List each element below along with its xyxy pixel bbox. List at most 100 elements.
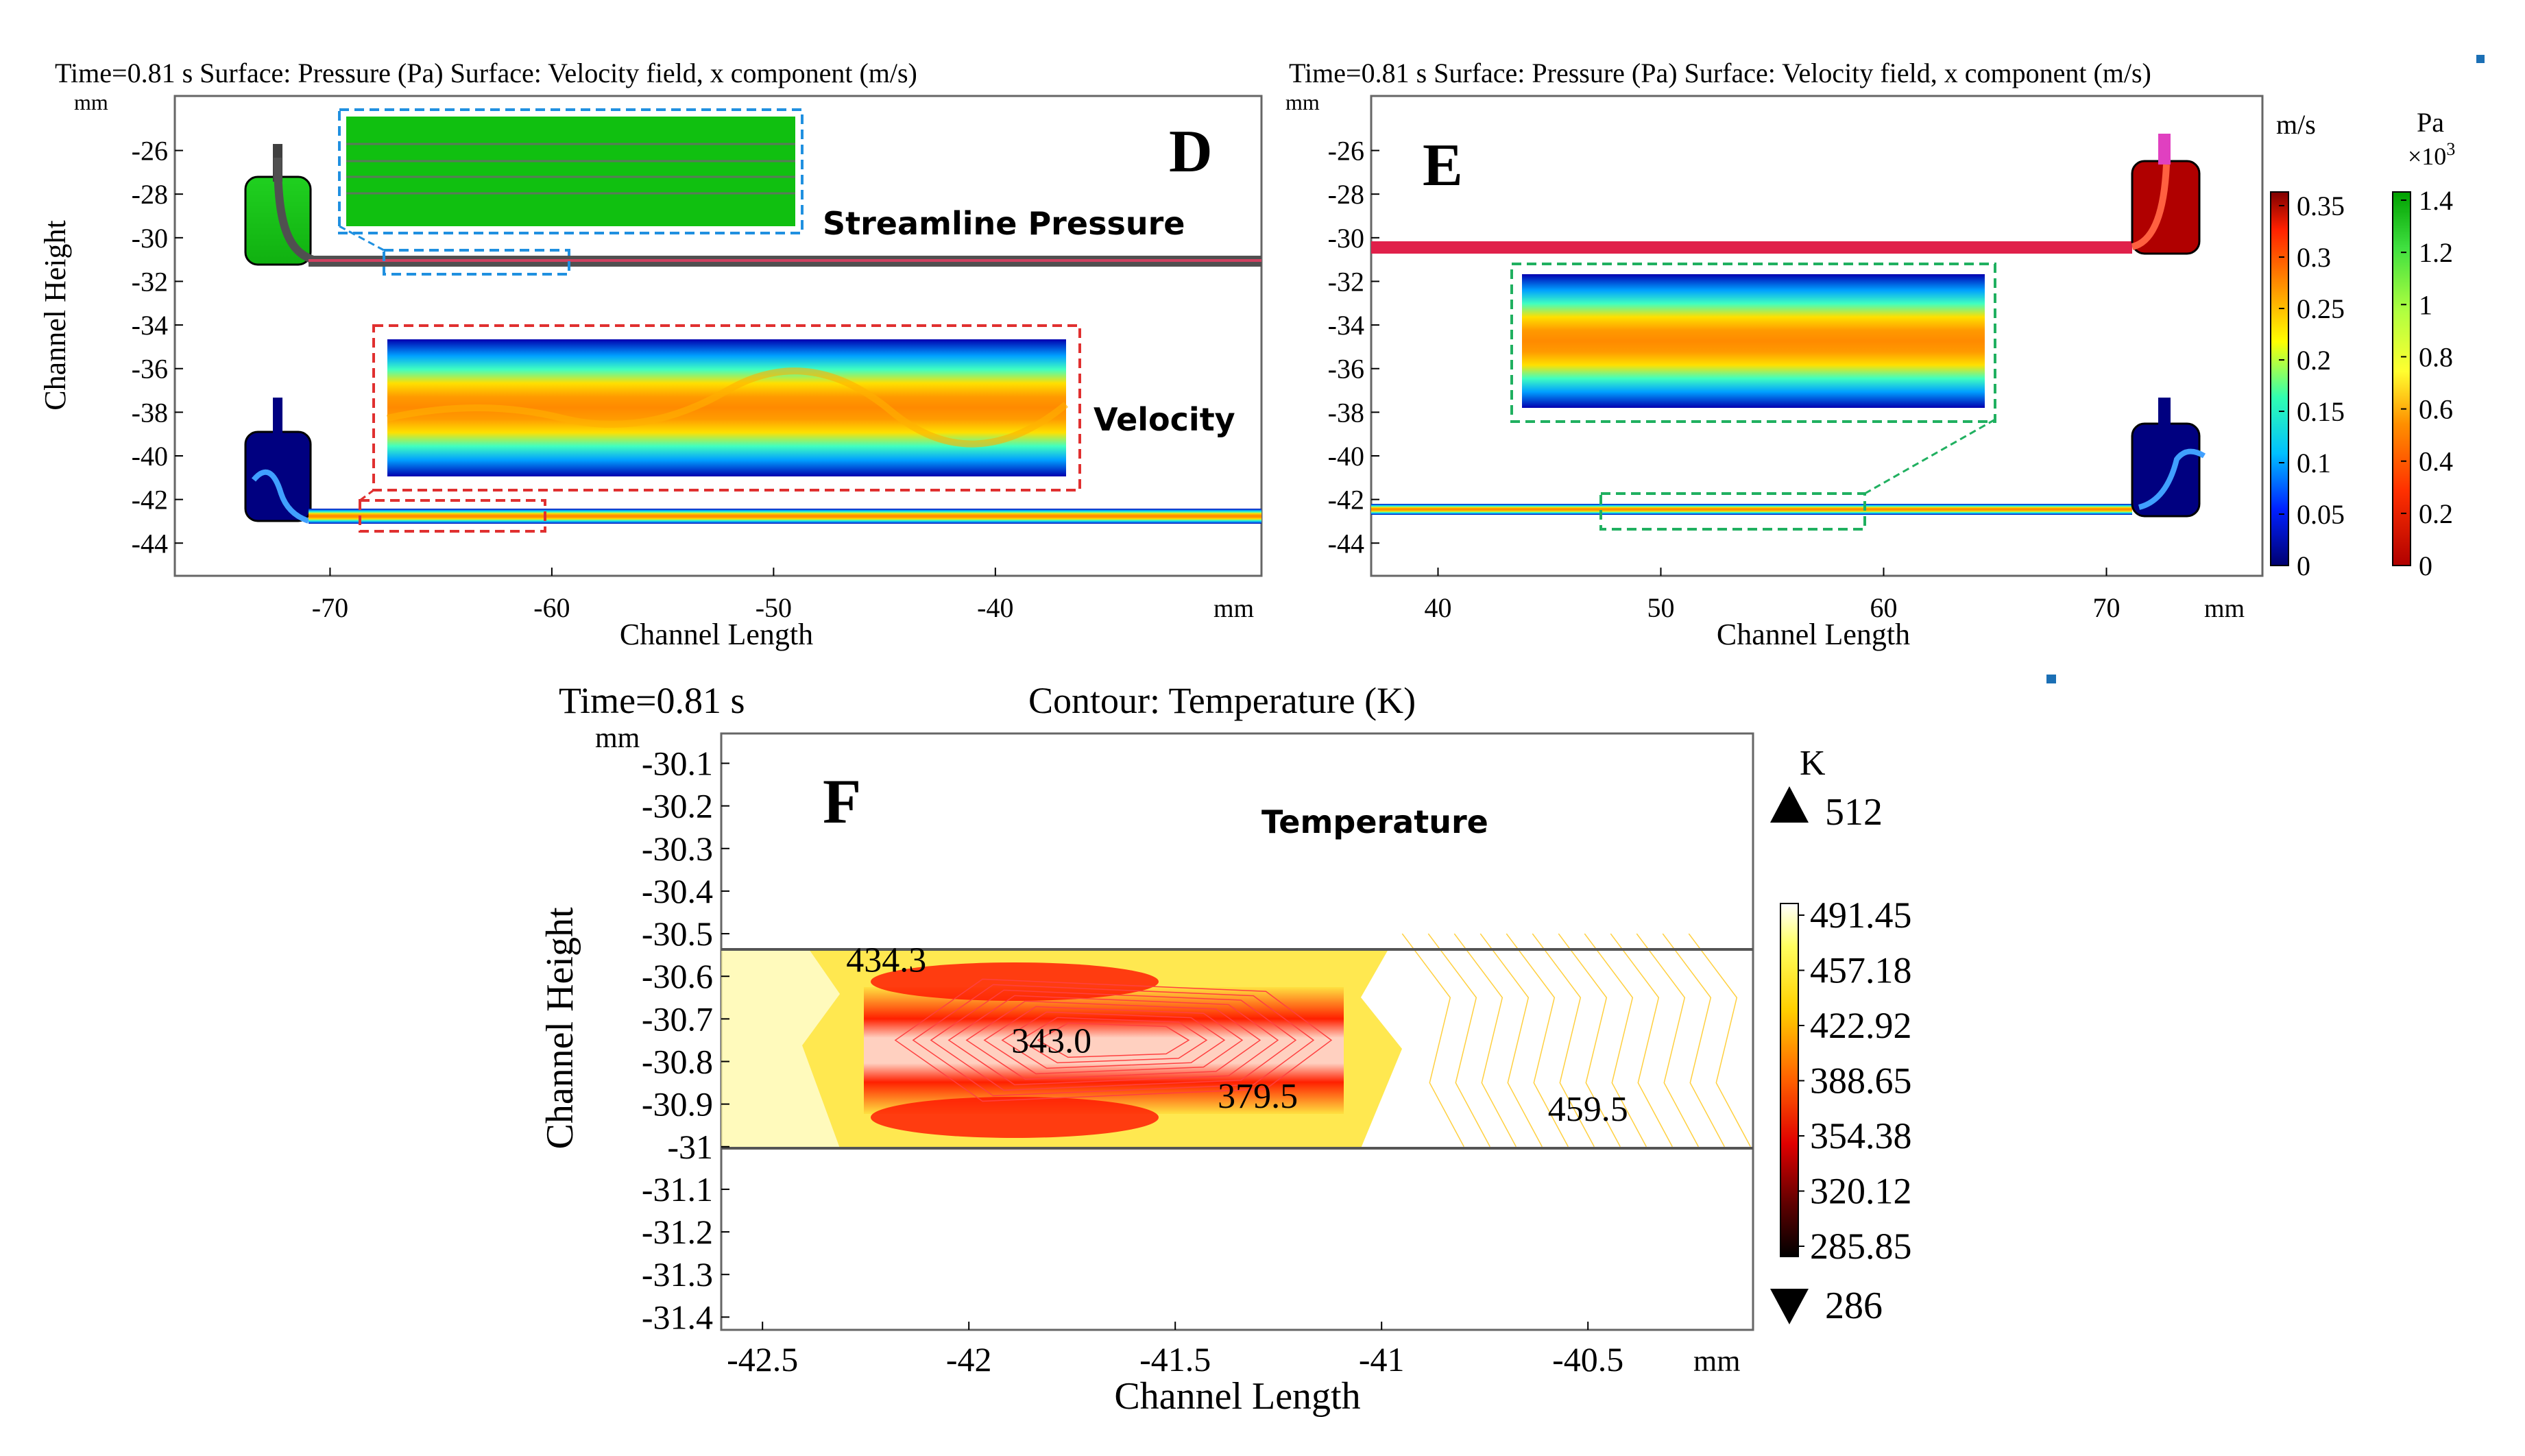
panel-d-y-unit: mm bbox=[74, 90, 108, 114]
contour-line bbox=[1688, 933, 1751, 1148]
y-tick-label: -36 bbox=[1328, 354, 1364, 385]
y-tick-label: -30.8 bbox=[642, 1043, 713, 1081]
x-tick-label: 40 bbox=[1425, 592, 1452, 623]
y-tick-label: -30.7 bbox=[642, 999, 713, 1038]
colorbar-tick-label: 0.35 bbox=[2297, 191, 2345, 221]
temperature-colorbar-unit: K bbox=[1800, 744, 1826, 783]
corner-marker bbox=[2476, 55, 2485, 63]
panel-d-pressure-streamlines bbox=[346, 143, 795, 195]
y-tick-label: -31.4 bbox=[642, 1298, 713, 1336]
panel-f-title: Contour: Temperature (K) bbox=[1028, 680, 1416, 721]
panel-d-pressure-channel-core bbox=[309, 259, 1261, 262]
y-tick-label: -42 bbox=[132, 485, 168, 515]
x-tick-label: -70 bbox=[312, 592, 348, 623]
colorbar-tick-label: 1.2 bbox=[2419, 237, 2453, 268]
y-tick-label: -26 bbox=[1328, 136, 1364, 167]
contour-line bbox=[1037, 1022, 1190, 1058]
y-tick-label: -28 bbox=[1328, 179, 1364, 210]
panel-d-pressure-inset bbox=[346, 117, 795, 226]
contour-line bbox=[965, 1000, 1261, 1080]
contour-line bbox=[1662, 933, 1725, 1148]
contour-label: 379.5 bbox=[1218, 1077, 1298, 1116]
panel-d-letter: D bbox=[1169, 119, 1213, 185]
temperature-min-marker: 286 bbox=[1825, 1285, 1883, 1327]
contour-line bbox=[947, 995, 1279, 1086]
y-tick-label: -44 bbox=[1328, 528, 1364, 559]
panel-e-velocity-channel bbox=[1371, 504, 2132, 515]
contour-line bbox=[1636, 933, 1699, 1148]
contour-line bbox=[1427, 933, 1490, 1148]
x-tick-label: 70 bbox=[2093, 592, 2121, 623]
contour-line bbox=[1479, 933, 1543, 1148]
contour-label: 459.5 bbox=[1548, 1090, 1628, 1129]
contour-labels: 434.3 343.0 379.5 459.5 bbox=[846, 941, 1628, 1129]
colorbar-tick-label: 0.05 bbox=[2297, 499, 2345, 530]
y-tick-label: -30.2 bbox=[642, 787, 713, 825]
y-tick-label: -42 bbox=[1328, 485, 1364, 515]
x-tick-label: -41.5 bbox=[1139, 1340, 1211, 1379]
panel-d-pressure-zoom-box bbox=[383, 249, 570, 276]
contour-line bbox=[1584, 933, 1647, 1148]
panel-d-x-unit: mm bbox=[1213, 594, 1254, 623]
velocity-colorbar bbox=[2270, 191, 2289, 566]
panel-f-x-ticks: -42.5 -42 -41.5 -41 -40.5 bbox=[727, 1322, 1623, 1379]
colorbar-tick-label: 0.1 bbox=[2297, 448, 2331, 478]
panel-e-x-unit: mm bbox=[2204, 594, 2245, 623]
x-tick-label: -41 bbox=[1359, 1340, 1405, 1379]
panel-e-velocity-inset bbox=[1522, 274, 1985, 408]
contour-line bbox=[912, 984, 1315, 1097]
panel-f-y-unit: mm bbox=[595, 723, 640, 754]
y-tick-label: -31.3 bbox=[642, 1255, 713, 1294]
y-tick-label: -28 bbox=[132, 179, 168, 210]
panel-f-letter: F bbox=[823, 766, 861, 836]
colorbar-tick-label: 388.65 bbox=[1810, 1060, 1912, 1102]
panel-e-velocity-zoom-box bbox=[1599, 492, 1866, 531]
colorbar-tick-label: 0.2 bbox=[2419, 498, 2453, 529]
x-tick-label: -50 bbox=[756, 592, 792, 623]
panel-f-time: Time=0.81 s bbox=[559, 680, 745, 721]
velocity-colorbar-ticks: 0.35 0.3 0.25 0.2 0.15 0.1 0.05 0 bbox=[2279, 191, 2345, 581]
colorbar-tick-label: 0.2 bbox=[2297, 345, 2331, 376]
y-tick-label: -30.3 bbox=[642, 829, 713, 868]
contour-line bbox=[894, 978, 1333, 1102]
temperature-colorbar bbox=[1780, 903, 1799, 1257]
panel-e-y-unit: mm bbox=[1285, 90, 1320, 114]
panel-f-y-label: Channel Height bbox=[539, 907, 581, 1149]
panel-d-y-ticks: -26 -28 -30 -32 -34 -36 -38 -40 -42 -44 bbox=[132, 136, 183, 559]
pressure-colorbar bbox=[2392, 191, 2411, 566]
y-tick-label: -30.6 bbox=[642, 957, 713, 995]
colorbar-tick-label: 0.4 bbox=[2419, 446, 2453, 477]
pressure-colorbar-multiplier: ×103 bbox=[2408, 139, 2455, 170]
panel-e-y-ticks: -26 -28 -30 -32 -34 -36 -38 -40 -42 -44 bbox=[1328, 136, 1379, 559]
contour-line bbox=[1453, 933, 1517, 1148]
panel-e-velocity-inset-frame bbox=[1510, 263, 1996, 423]
y-tick-label: -26 bbox=[132, 136, 168, 167]
colorbar-tick-label: 422.92 bbox=[1810, 1005, 1912, 1046]
contour-label: 434.3 bbox=[846, 941, 926, 980]
y-tick-label: -30.9 bbox=[642, 1085, 713, 1124]
contour-label: 343.0 bbox=[1011, 1021, 1091, 1060]
colorbar-tick-label: 0.6 bbox=[2419, 394, 2453, 425]
y-tick-label: -38 bbox=[132, 397, 168, 428]
panel-d-pressure-label: Streamline Pressure bbox=[823, 205, 1185, 242]
panel-d-x-label: Channel Length bbox=[620, 618, 813, 651]
panel-e-pressure-channel bbox=[1371, 241, 2132, 254]
panel-d-y-label: Channel Height bbox=[38, 220, 72, 410]
max-marker-icon bbox=[1770, 786, 1809, 823]
y-tick-label: -32 bbox=[1328, 266, 1364, 297]
panel-d-velocity-label: Velocity bbox=[1094, 401, 1235, 438]
y-tick-label: -38 bbox=[1328, 397, 1364, 428]
colorbar-tick-label: 0.25 bbox=[2297, 293, 2345, 324]
panel-e-x-ticks: 40 50 60 70 bbox=[1425, 568, 2121, 623]
colorbar-tick-label: 491.45 bbox=[1810, 895, 1912, 936]
contour-line bbox=[1401, 933, 1464, 1148]
panel-d-velocity-zoom-box bbox=[359, 499, 546, 533]
panel-f: Time=0.81 s Contour: Temperature (K) mm … bbox=[539, 675, 2056, 1418]
x-tick-label: -60 bbox=[533, 592, 570, 623]
y-tick-label: -40 bbox=[132, 441, 168, 472]
panel-d-pressure-inset-frame bbox=[338, 108, 804, 234]
y-tick-label: -30.1 bbox=[642, 744, 713, 783]
y-tick-label: -30 bbox=[1328, 223, 1364, 254]
contour-line bbox=[930, 989, 1297, 1091]
colorbar-tick-label: 0.8 bbox=[2419, 341, 2453, 372]
